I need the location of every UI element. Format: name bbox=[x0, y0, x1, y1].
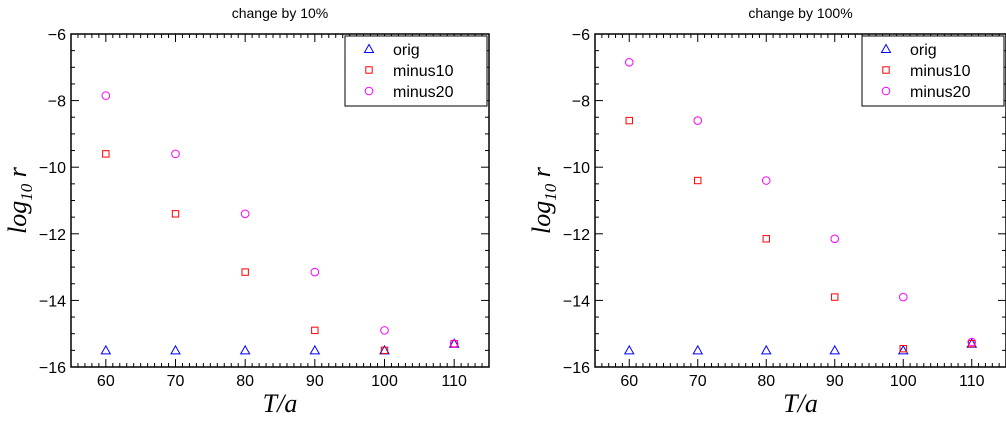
x-tick-label: 70 bbox=[167, 373, 185, 390]
data-point-minus20 bbox=[101, 91, 111, 100]
series-minus20 bbox=[624, 58, 977, 347]
data-point-orig bbox=[170, 344, 181, 355]
y-tick-label: −10 bbox=[39, 160, 66, 177]
y-tick-label: −14 bbox=[39, 293, 66, 310]
chart-panel-change-by-10: change by 10% 60 70 80 90 100 110 −16 −14 −12 −10 −… bbox=[3, 5, 490, 418]
data-point-minus20 bbox=[449, 339, 459, 348]
legend-marker-minus10 bbox=[365, 66, 373, 74]
y-axis-label: log10 r bbox=[527, 166, 560, 234]
x-axis-label: T/a bbox=[783, 389, 818, 418]
series-orig bbox=[623, 338, 978, 355]
data-point-orig bbox=[309, 344, 321, 355]
data-point-orig bbox=[692, 344, 704, 355]
data-point-minus20 bbox=[830, 234, 840, 244]
y-label-log: log bbox=[527, 201, 556, 234]
data-point-minus20 bbox=[624, 58, 634, 67]
legend-marker-minus20 bbox=[364, 86, 374, 96]
x-axis-label: T/a bbox=[263, 389, 298, 418]
legend-label-orig: orig bbox=[910, 42, 937, 59]
legend-marker-orig bbox=[363, 43, 375, 53]
data-point-orig bbox=[239, 344, 251, 355]
x-tick-label: 110 bbox=[959, 373, 985, 390]
data-point-minus10 bbox=[899, 344, 907, 353]
x-tick-label: 90 bbox=[306, 373, 324, 390]
x-tick-label: 100 bbox=[371, 373, 398, 390]
data-point-minus20 bbox=[380, 326, 389, 335]
y-tick-label: −6 bbox=[572, 27, 590, 44]
data-point-orig bbox=[623, 344, 635, 355]
data-point-minus10 bbox=[762, 235, 770, 243]
legend-label-minus10: minus10 bbox=[393, 63, 454, 80]
legend: orig minus10 minus20 bbox=[861, 35, 1005, 107]
data-point-orig bbox=[829, 344, 841, 355]
data-point-minus20 bbox=[171, 149, 180, 159]
series-minus10 bbox=[625, 116, 976, 353]
y-axis-label: log10 r bbox=[3, 166, 36, 234]
y-tick-label: −8 bbox=[572, 94, 590, 111]
legend-label-minus20: minus20 bbox=[910, 84, 971, 101]
data-point-minus10 bbox=[625, 116, 633, 125]
data-point-minus10 bbox=[241, 268, 249, 276]
series-minus20 bbox=[101, 91, 459, 348]
data-point-orig bbox=[897, 344, 909, 355]
y-tick-label: −10 bbox=[563, 160, 590, 177]
x-tick-label: 80 bbox=[757, 373, 775, 390]
y-label-subscript: 10 bbox=[541, 183, 560, 201]
y-label-variable: r bbox=[527, 166, 556, 184]
legend: orig minus10 minus20 bbox=[344, 35, 488, 107]
data-point-minus10 bbox=[450, 339, 458, 348]
y-label-subscript: 10 bbox=[17, 183, 36, 201]
chart-title: change by 10% bbox=[232, 5, 329, 21]
x-tick-label: 70 bbox=[689, 373, 707, 390]
x-tick-label: 60 bbox=[620, 373, 638, 390]
y-tick-label: −16 bbox=[39, 360, 66, 377]
data-point-orig bbox=[760, 344, 772, 355]
y-label-variable: r bbox=[3, 166, 32, 184]
x-tick-label: 90 bbox=[826, 373, 844, 390]
data-point-minus10 bbox=[380, 346, 389, 355]
data-point-minus20 bbox=[761, 176, 771, 185]
data-point-minus10 bbox=[311, 326, 319, 335]
chart-title: change by 100% bbox=[748, 5, 852, 21]
y-tick-label: −14 bbox=[563, 293, 590, 310]
chart-panel-change-by-100: change by 100% 60 70 80 90 100 110 −16 −14 −12 −10… bbox=[527, 5, 1006, 418]
x-tick-label: 80 bbox=[236, 373, 254, 390]
legend-marker-minus10 bbox=[882, 66, 890, 74]
data-point-orig bbox=[100, 344, 112, 355]
y-tick-label: −16 bbox=[563, 360, 590, 377]
data-point-minus20 bbox=[967, 337, 977, 347]
series-minus10 bbox=[102, 150, 458, 355]
y-tick-label: −8 bbox=[48, 94, 66, 111]
data-point-minus20 bbox=[898, 292, 908, 302]
data-point-minus20 bbox=[240, 209, 250, 219]
legend-label-minus10: minus10 bbox=[910, 63, 971, 80]
y-tick-label: −6 bbox=[48, 27, 66, 44]
series-orig bbox=[100, 338, 460, 355]
x-tick-label: 110 bbox=[441, 373, 467, 390]
y-tick-label: −12 bbox=[563, 227, 590, 244]
data-point-minus20 bbox=[693, 116, 703, 125]
plot-frame bbox=[594, 33, 1006, 368]
legend-marker-orig bbox=[880, 43, 892, 53]
x-tick-label: 100 bbox=[890, 373, 917, 390]
data-point-minus20 bbox=[310, 267, 320, 277]
legend-marker-minus20 bbox=[881, 86, 891, 96]
data-point-minus10 bbox=[171, 210, 180, 218]
plot-frame bbox=[70, 33, 490, 368]
x-tick-label: 60 bbox=[97, 373, 115, 390]
data-point-minus10 bbox=[831, 293, 839, 301]
data-point-minus10 bbox=[694, 176, 702, 185]
y-label-log: log bbox=[3, 201, 32, 234]
legend-label-orig: orig bbox=[393, 42, 420, 59]
y-tick-label: −12 bbox=[39, 227, 66, 244]
data-point-minus10 bbox=[102, 150, 110, 158]
legend-label-minus20: minus20 bbox=[393, 84, 454, 101]
